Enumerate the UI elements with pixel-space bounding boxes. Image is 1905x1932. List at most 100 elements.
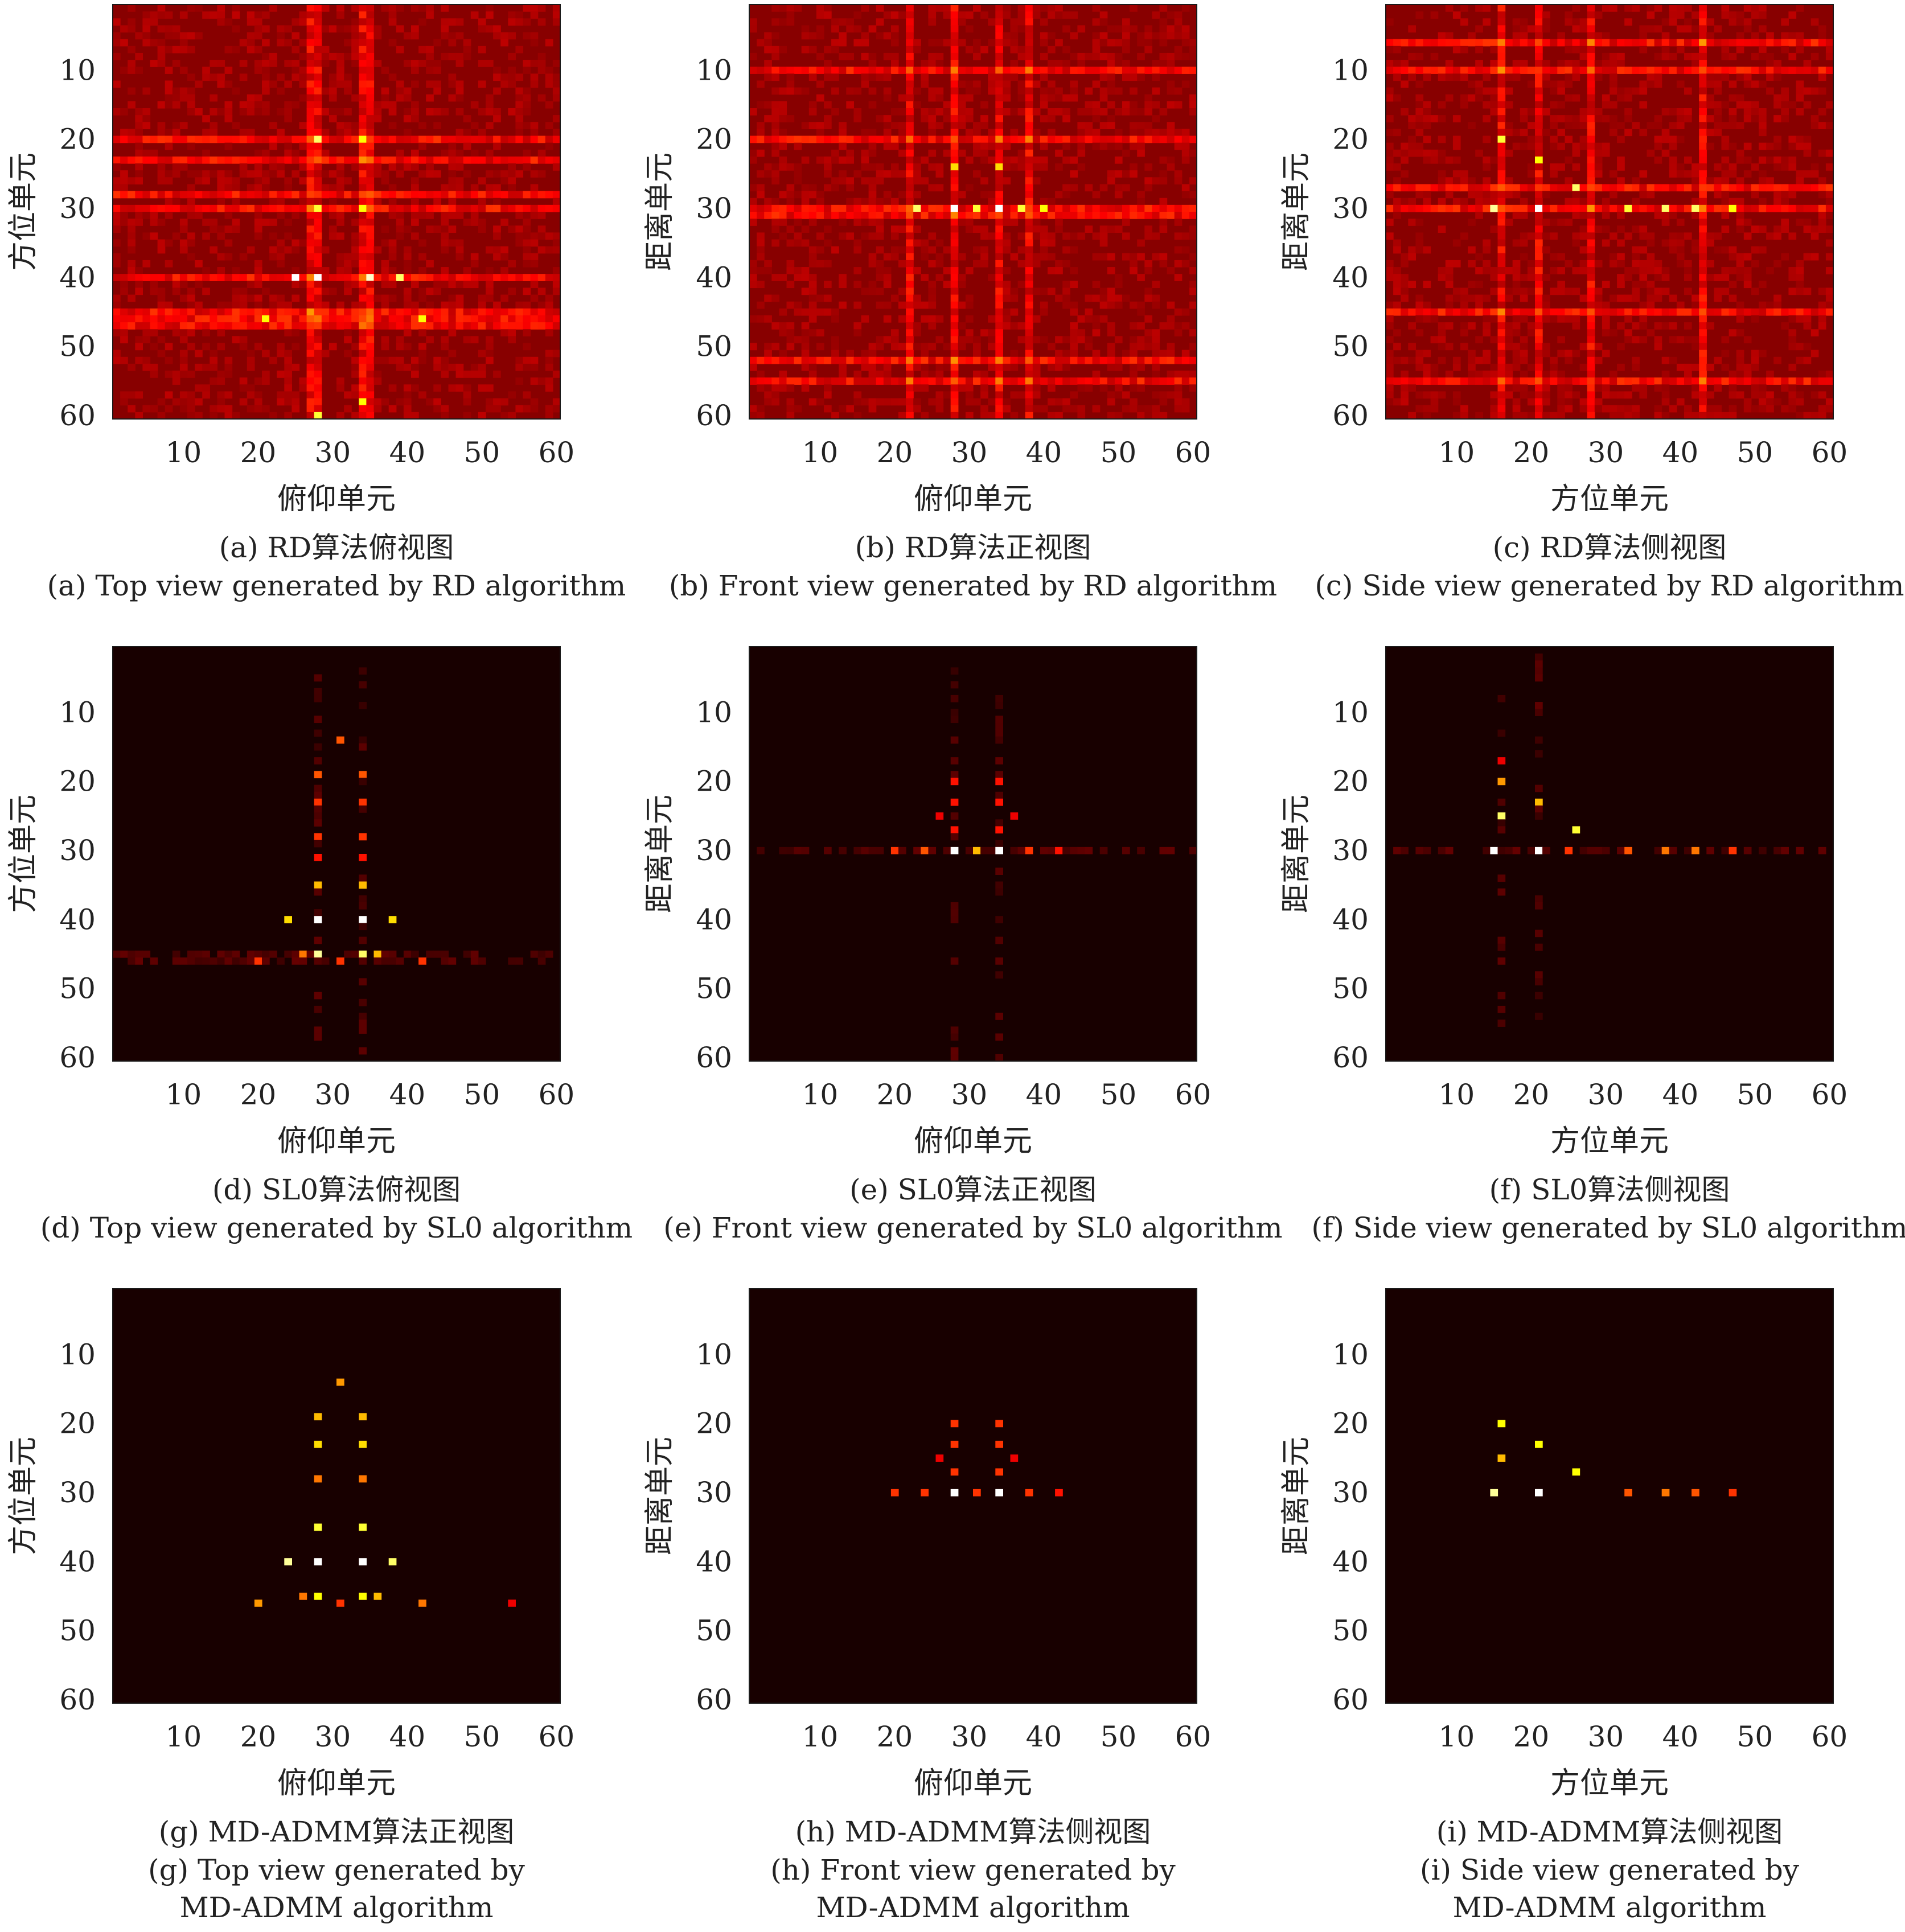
heatmap-cell [172, 32, 180, 40]
heatmap-cell [1497, 198, 1506, 205]
heatmap-cell [1040, 39, 1048, 47]
heatmap-cell [128, 177, 136, 185]
y-axis-label: 方位单元 [6, 153, 40, 271]
heatmap-cell [1766, 67, 1774, 74]
heatmap-cell [1810, 115, 1819, 122]
heatmap-cell [906, 39, 914, 47]
heatmap-cell [1572, 39, 1580, 47]
heatmap-cell [1654, 322, 1662, 330]
heatmap-cell [1174, 142, 1183, 150]
heatmap-cell [1423, 246, 1431, 254]
heatmap-cell [1773, 294, 1781, 302]
heatmap-cell [1430, 52, 1439, 60]
heatmap-cell [1077, 329, 1086, 336]
heatmap-cell [1550, 315, 1558, 323]
heatmap-cell [1077, 377, 1086, 385]
heatmap-cell [493, 170, 501, 178]
heatmap-cell [1040, 163, 1048, 171]
heatmap-cell [1062, 281, 1070, 289]
heatmap-cell [157, 52, 166, 60]
heatmap-cell [1040, 336, 1048, 344]
heatmap-cell [1542, 108, 1550, 116]
heatmap-cell [1181, 156, 1190, 164]
heatmap-cell [1751, 11, 1759, 19]
heatmap-cell [426, 336, 434, 344]
heatmap-cell [1174, 322, 1183, 330]
heatmap-cell [1130, 212, 1138, 219]
heatmap-cell [943, 67, 951, 74]
heatmap-cell [1610, 129, 1617, 137]
heatmap-cell [545, 73, 553, 81]
heatmap-cell [142, 232, 151, 240]
heatmap-cell [1415, 129, 1424, 137]
heatmap-cell [269, 232, 277, 240]
heatmap-cell [1062, 184, 1070, 192]
heatmap-cell [381, 398, 389, 406]
heatmap-cell [1512, 274, 1521, 281]
heatmap-cell [1114, 412, 1123, 420]
heatmap-cell [1062, 60, 1070, 67]
heatmap-cell [202, 135, 210, 143]
heatmap-cell [1408, 73, 1416, 81]
heatmap-cell [1579, 232, 1588, 240]
heatmap-cell [1025, 294, 1033, 302]
heatmap-cell [537, 274, 546, 281]
heatmap-cell [1025, 281, 1033, 289]
heatmap-cell [1691, 25, 1699, 33]
heatmap-cell [764, 212, 772, 219]
heatmap-cell [928, 281, 937, 289]
heatmap-cell [366, 267, 375, 274]
heatmap-cell [1137, 412, 1145, 420]
heatmap-cell [1781, 184, 1789, 192]
heatmap-cell [403, 391, 412, 399]
heatmap-cell [1445, 156, 1454, 164]
heatmap-cell [1048, 239, 1056, 247]
heatmap-cell [779, 356, 787, 364]
heatmap-cell [980, 232, 988, 240]
heatmap-cell [1062, 156, 1070, 164]
heatmap-cell [523, 343, 531, 351]
heatmap-cell [1055, 356, 1063, 364]
heatmap-cell [366, 184, 375, 192]
heatmap-cell [1721, 308, 1730, 316]
heatmap-cell [1676, 39, 1685, 47]
heatmap-cell [441, 343, 449, 351]
heatmap-cell [1107, 398, 1115, 406]
heatmap-cell [801, 122, 810, 129]
heatmap-cell [306, 301, 315, 309]
heatmap-cell [1729, 108, 1737, 116]
heatmap-cell [1032, 156, 1041, 164]
heatmap-cell [1408, 122, 1416, 129]
heatmap-cell [441, 405, 449, 413]
heatmap-cell [898, 11, 906, 19]
heatmap-cell [515, 225, 524, 233]
heatmap-cell [217, 80, 225, 88]
heatmap-cell [786, 80, 795, 88]
heatmap-cell [1587, 184, 1595, 192]
heatmap-cell [1587, 108, 1595, 116]
heatmap-cell [1452, 308, 1461, 316]
heatmap-cell [1565, 94, 1573, 102]
heatmap-cell [771, 129, 779, 137]
heatmap-cell [1505, 329, 1513, 336]
heatmap-cell [262, 73, 270, 81]
heatmap-cell [1423, 135, 1431, 143]
heatmap-cell [801, 322, 810, 330]
heatmap-cell [764, 267, 772, 274]
heatmap-cell [950, 301, 959, 309]
heatmap-cell [1699, 60, 1707, 67]
heatmap-cell [373, 204, 382, 212]
heatmap-cell [470, 11, 479, 19]
heatmap-cell [1092, 108, 1101, 116]
heatmap-cell [523, 274, 531, 281]
heatmap-cell [1565, 39, 1573, 47]
heatmap-cell [366, 149, 375, 157]
heatmap-cell [1781, 198, 1789, 205]
heatmap-cell [1796, 274, 1804, 281]
heatmap-cell [1483, 101, 1491, 109]
heatmap-cell [1617, 260, 1625, 268]
heatmap-cell [839, 170, 847, 178]
heatmap-cell [1781, 322, 1789, 330]
heatmap-cell [1189, 108, 1197, 116]
heatmap-cell [321, 25, 330, 33]
